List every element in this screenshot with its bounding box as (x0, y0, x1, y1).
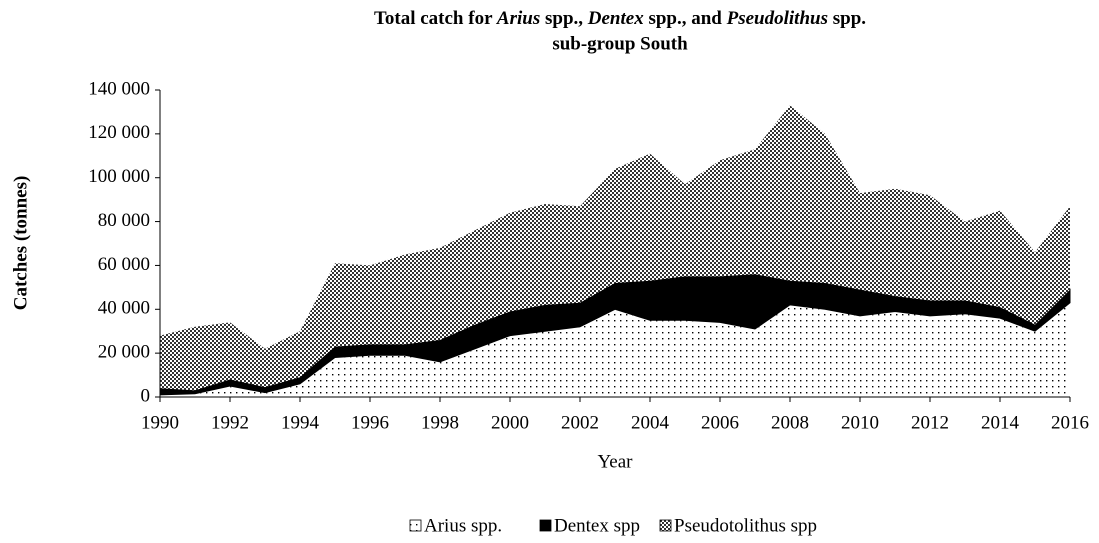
legend-swatch (659, 519, 672, 532)
y-tick-label: 0 (141, 385, 151, 406)
x-tick-label: 2004 (631, 412, 670, 433)
x-tick-label: 2000 (491, 412, 529, 433)
x-tick-label: 1992 (211, 412, 249, 433)
title-part: Pseudolithus (726, 8, 828, 29)
title-part: spp. (828, 8, 866, 29)
legend-label: Dentex spp (554, 515, 640, 536)
y-tick-label: 140 000 (88, 78, 150, 99)
chart-subtitle: sub-group South (552, 33, 688, 54)
title-part: spp., and (644, 8, 727, 29)
x-tick-label: 1990 (141, 412, 179, 433)
y-tick-label: 100 000 (88, 166, 150, 187)
x-tick-label: 1998 (421, 412, 459, 433)
title-part: Arius (496, 8, 540, 29)
x-tick-label: 2006 (701, 412, 739, 433)
legend-label: Pseudotolithus spp (674, 515, 817, 536)
title-part: spp., (540, 8, 588, 29)
x-tick-label: 1996 (351, 412, 389, 433)
y-tick-label: 60 000 (98, 254, 150, 275)
area (160, 105, 1070, 391)
y-tick-label: 40 000 (98, 298, 150, 319)
x-tick-label: 2008 (771, 412, 809, 433)
y-tick-label: 80 000 (98, 210, 150, 231)
chart-title: Total catch for Arius spp., Dentex spp.,… (374, 8, 866, 29)
legend-label: Arius spp. (424, 515, 502, 536)
x-tick-label: 2010 (841, 412, 879, 433)
y-tick-label: 20 000 (98, 342, 150, 363)
x-tick-label: 2002 (561, 412, 599, 433)
y-tick-label: 120 000 (88, 122, 150, 143)
x-tick-label: 2016 (1051, 412, 1089, 433)
title-part: Total catch for (374, 8, 497, 29)
x-tick-label: 2012 (911, 412, 949, 433)
x-tick-label: 2014 (981, 412, 1020, 433)
area (160, 302, 1070, 397)
x-axis-title: Year (597, 451, 633, 472)
y-axis-title: Catches (tonnes) (10, 176, 31, 311)
legend-swatch (539, 519, 552, 532)
title-part: Dentex (587, 8, 644, 29)
x-tick-label: 1994 (281, 412, 320, 433)
legend-swatch (409, 519, 422, 532)
